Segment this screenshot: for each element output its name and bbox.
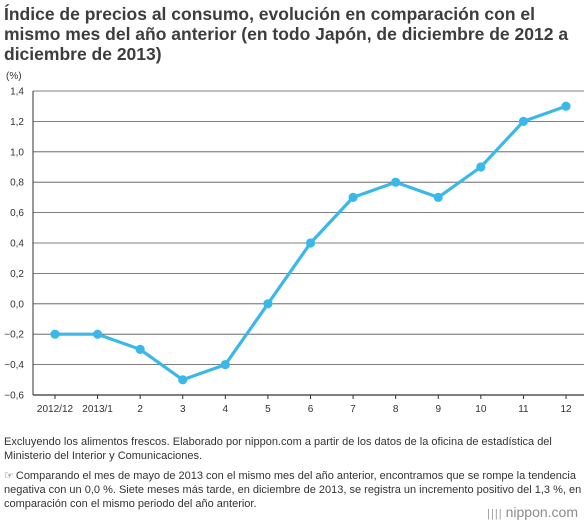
y-axis-tick-labels: 1,4 1,2 1,0 0,8 0,6 0,4 0,2 0,0 −0,2 −0,4 −0,6 <box>4 87 24 402</box>
chart-notes: Excluyendo los alimentos frescos. Elabor… <box>4 435 582 517</box>
pointing-hand-icon: ☞ <box>4 470 14 482</box>
data-point <box>561 101 571 111</box>
brand-logo: |||| nippon.com <box>487 504 578 520</box>
x-tick-label: 11 <box>518 404 529 415</box>
data-point <box>518 116 529 126</box>
data-point <box>135 344 145 354</box>
x-tick-label: 6 <box>308 404 314 415</box>
y-tick-label: 0,6 <box>10 208 24 219</box>
y-tick-label: 1,4 <box>10 87 24 98</box>
x-tick-label: 7 <box>350 404 356 415</box>
chart-gridlines <box>32 90 584 396</box>
comment-note: ☞ Comparando el mes de mayo de 2013 con e… <box>4 469 582 511</box>
y-tick-label: −0,6 <box>4 391 24 402</box>
line-chart: (%) 1,4 1,2 1,0 0,8 0,6 0,4 0,2 0,0 −0,2 −0,4 −0,6… <box>4 71 584 415</box>
brand-mark-icon: |||| <box>487 508 503 520</box>
x-tick-label: 2013/1 <box>82 404 113 415</box>
source-note: Excluyendo los alimentos frescos. Elabor… <box>4 436 552 462</box>
x-tick-label: 12 <box>560 404 572 415</box>
data-point <box>305 238 316 248</box>
x-tick-label: 2012/12 <box>37 404 74 415</box>
y-axis-unit-label: (%) <box>6 71 22 82</box>
x-tick-label: 3 <box>180 404 186 415</box>
series-line <box>50 101 571 385</box>
data-point <box>433 192 443 202</box>
data-point <box>348 192 358 202</box>
data-point <box>391 177 401 187</box>
y-tick-label: −0,2 <box>4 330 24 341</box>
x-tick-label: 5 <box>265 404 271 415</box>
x-tick-label: 2 <box>137 404 143 415</box>
y-tick-label: 1,0 <box>10 147 24 158</box>
x-tick-label: 9 <box>435 404 441 415</box>
data-point <box>50 329 60 339</box>
data-point <box>178 375 188 385</box>
comment-text: Comparando el mes de mayo de 2013 con el… <box>4 470 582 510</box>
brand-name: nippon.com <box>505 504 578 520</box>
data-point <box>92 329 103 339</box>
y-tick-label: −0,4 <box>4 360 24 371</box>
chart-title: Índice de precios al consumo, evolución … <box>4 4 569 64</box>
data-point <box>263 299 273 309</box>
data-point <box>220 360 230 370</box>
x-axis-tick-labels: 2012/12 2013/1 2 3 4 5 6 7 8 9 10 11 12 <box>37 395 572 415</box>
y-tick-label: 0,4 <box>10 239 24 250</box>
y-tick-label: 0,2 <box>10 269 24 280</box>
y-tick-label: 0,8 <box>10 178 24 189</box>
y-tick-label: 1,2 <box>10 117 24 128</box>
data-point <box>476 162 486 172</box>
y-tick-label: 0,0 <box>10 299 24 310</box>
x-tick-label: 4 <box>223 404 229 415</box>
x-tick-label: 10 <box>475 404 487 415</box>
x-tick-label: 8 <box>393 404 399 415</box>
